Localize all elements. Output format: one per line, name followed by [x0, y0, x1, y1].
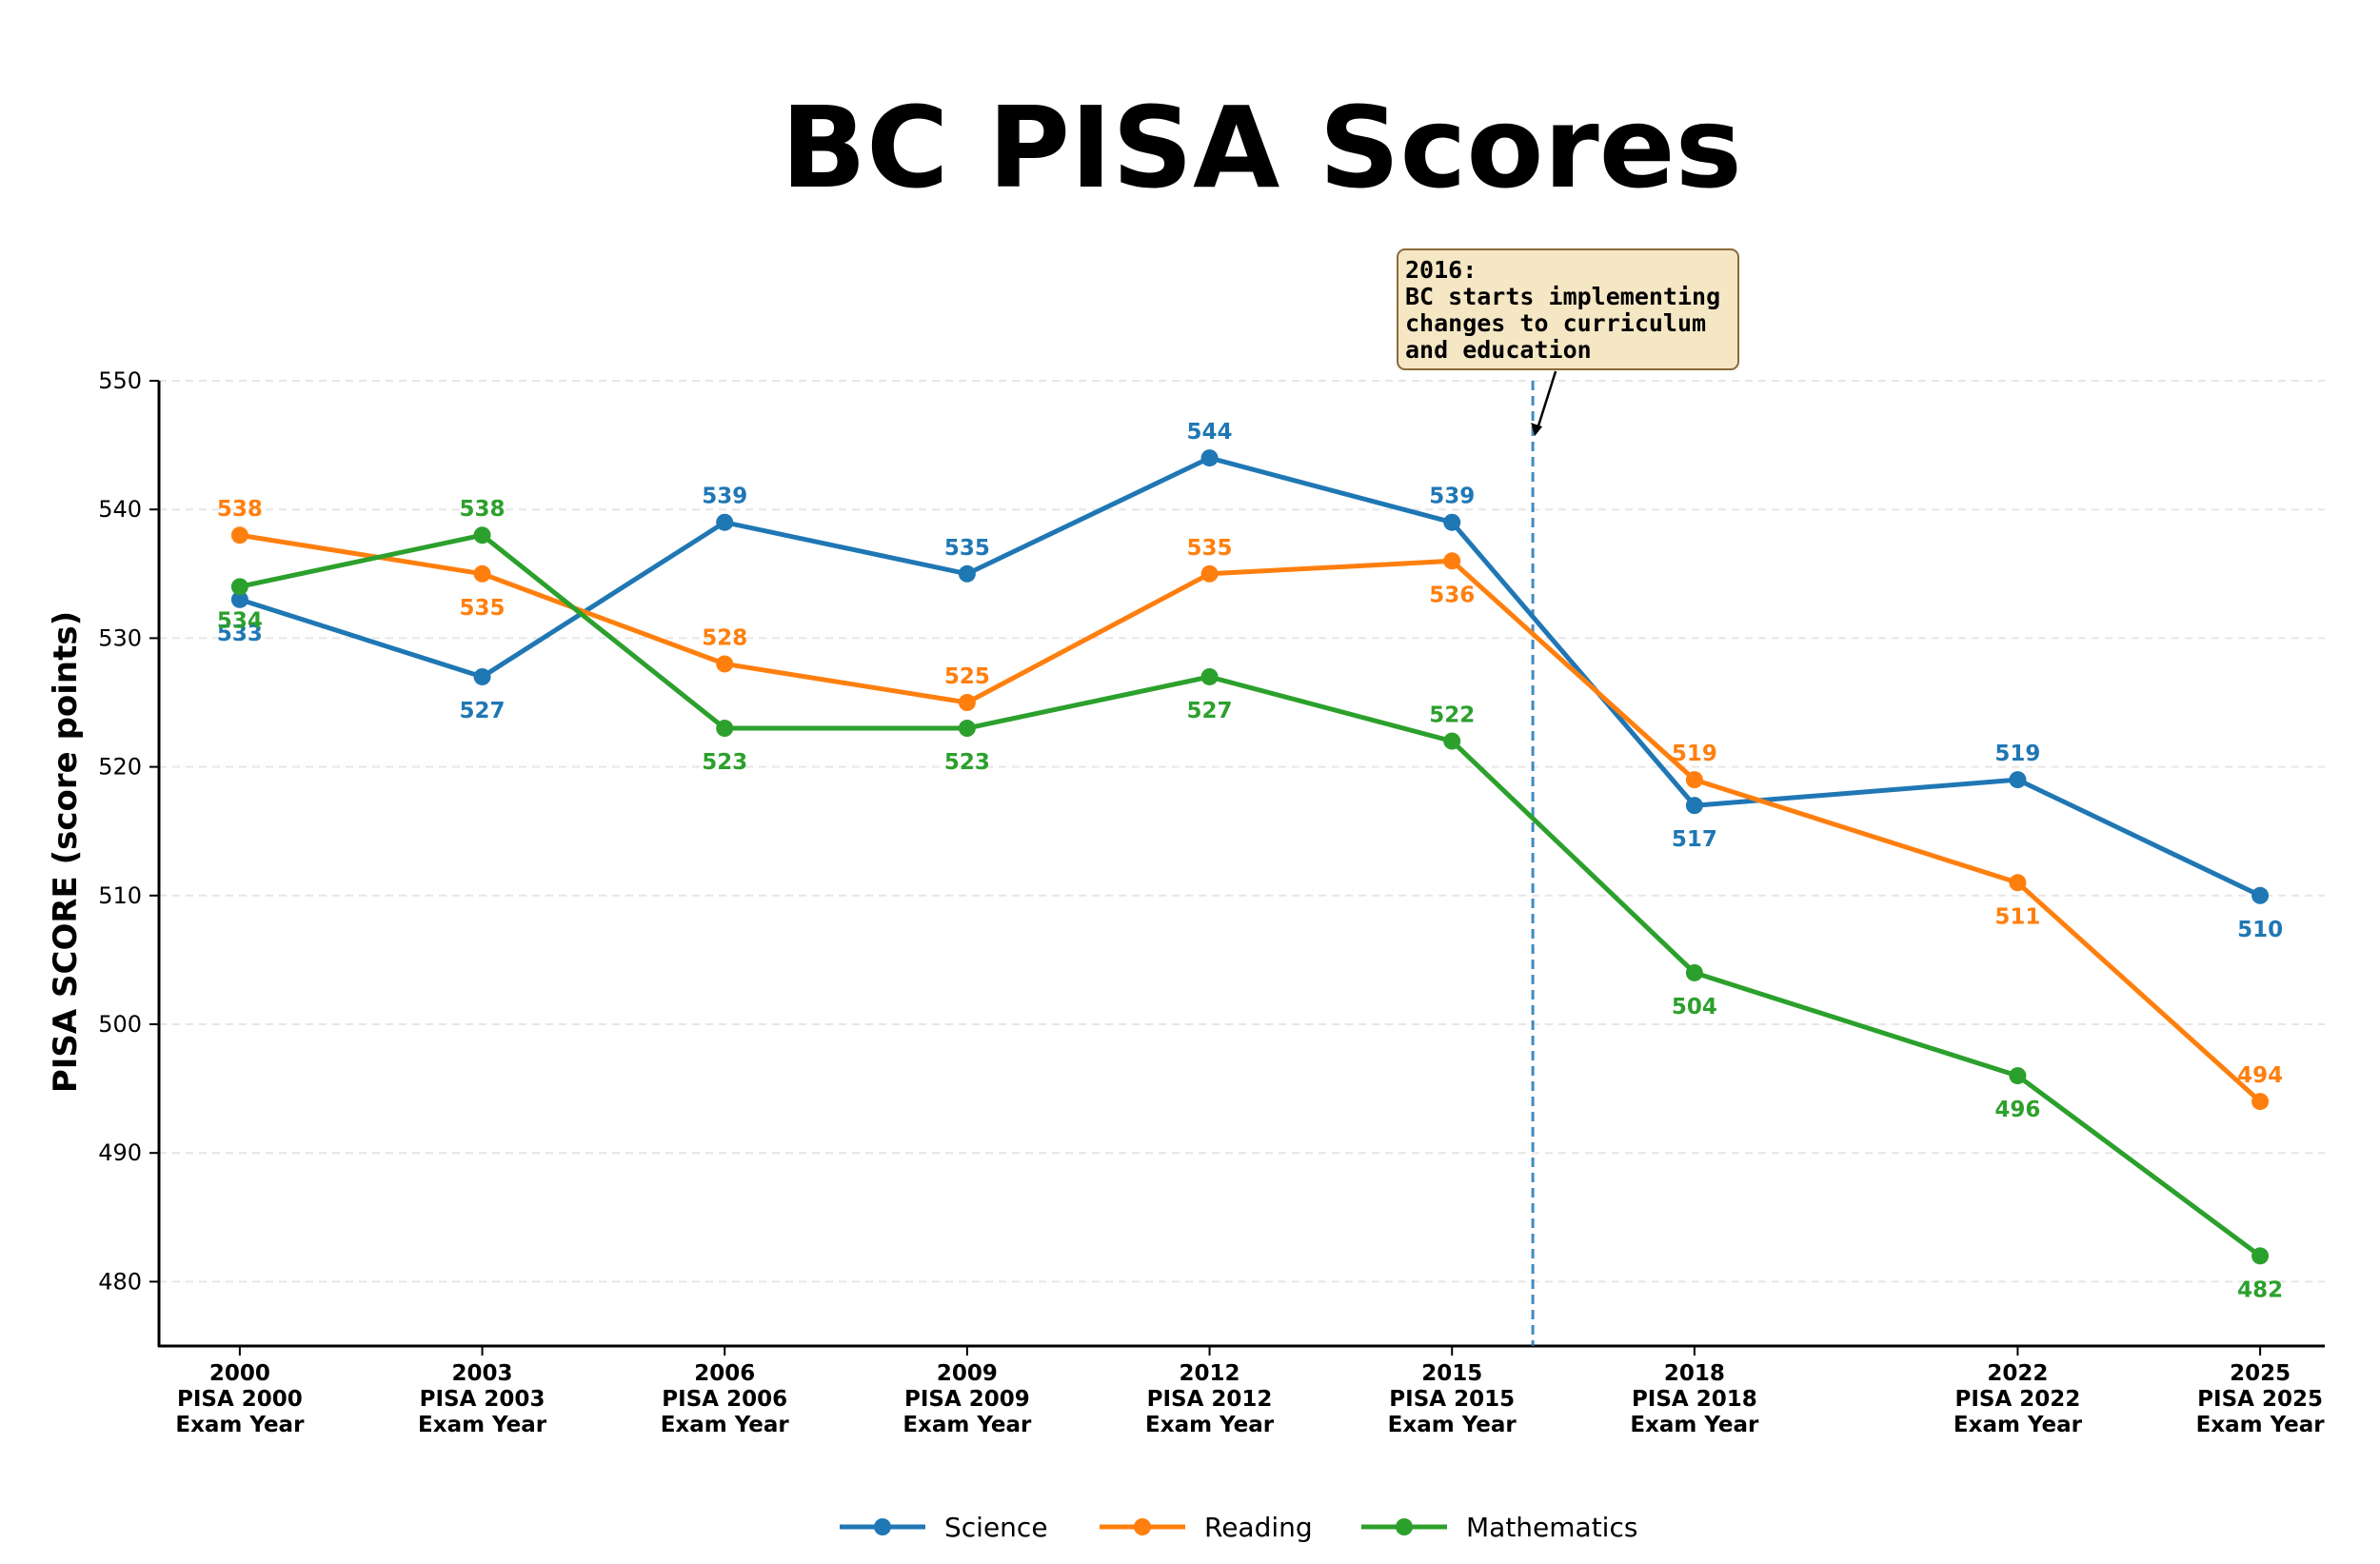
data-label: 519	[1672, 742, 1717, 766]
data-point	[2251, 1247, 2270, 1265]
data-label: 511	[1994, 904, 2040, 929]
annotation-arrowhead	[1531, 423, 1543, 437]
data-label: 519	[1994, 742, 2040, 766]
data-point	[2009, 874, 2027, 892]
x-tick-label: 2025 PISA 2025 Exam Year	[2196, 1361, 2326, 1437]
y-tick-label: 520	[98, 754, 142, 781]
data-label: 535	[460, 596, 506, 621]
annotation-arrow	[1536, 370, 1557, 429]
y-tick-label: 550	[98, 367, 142, 394]
annotation: 2016: BC starts implementing changes to cu…	[1397, 248, 1739, 437]
data-label: 504	[1672, 995, 1717, 1020]
data-label: 544	[1187, 420, 1233, 445]
data-label: 539	[1429, 485, 1475, 509]
data-point	[473, 564, 491, 583]
chart-title: BC PISA Scores	[781, 82, 1742, 213]
data-label: 539	[702, 485, 747, 509]
y-tick-label: 530	[98, 624, 142, 651]
legend-marker	[1396, 1518, 1413, 1535]
data-point	[2009, 1067, 2027, 1085]
x-tick-label: 2006 PISA 2006 Exam Year	[661, 1361, 790, 1437]
data-label: 525	[944, 664, 990, 689]
legend-label: Science	[944, 1512, 1048, 1543]
data-label: 528	[702, 625, 747, 650]
data-point	[1443, 552, 1461, 570]
data-point	[230, 578, 248, 596]
data-label: 523	[702, 750, 747, 775]
data-label: 496	[1994, 1098, 2040, 1122]
legend-marker	[1134, 1518, 1151, 1535]
data-point	[2251, 1093, 2270, 1111]
data-label: 517	[1672, 827, 1717, 852]
x-axis-ticks: 2000 PISA 2000 Exam Year 2003 PISA 2003 Exam …	[175, 1346, 2325, 1437]
data-point	[1685, 797, 1703, 815]
data-point	[2251, 886, 2270, 904]
y-axis-ticks: 480 490 500 510 520 530 540 550	[98, 367, 159, 1295]
data-point	[1443, 732, 1461, 750]
data-label: 527	[1187, 699, 1233, 723]
y-tick-label: 490	[98, 1139, 142, 1166]
series-line	[239, 532, 2262, 1103]
data-point	[1443, 513, 1461, 531]
data-label: 535	[944, 536, 990, 561]
x-tick-label: 2009 PISA 2009 Exam Year	[902, 1361, 1032, 1437]
series	[230, 449, 2270, 1265]
data-point	[473, 526, 491, 544]
x-tick-label: 2012 PISA 2012 Exam Year	[1145, 1361, 1275, 1437]
annotation-text: 2016: BC starts implementing changes to cu…	[1405, 256, 1720, 364]
x-tick-label: 2000 PISA 2000 Exam Year	[175, 1361, 305, 1437]
data-label: 533	[217, 622, 263, 646]
y-tick-label: 480	[98, 1268, 142, 1295]
data-point	[1200, 449, 1219, 467]
axes	[157, 381, 2325, 1348]
legend: Science Reading Mathematics	[840, 1512, 1637, 1543]
data-label: 535	[1187, 536, 1233, 561]
data-label: 482	[2237, 1277, 2283, 1302]
data-label: 538	[460, 497, 506, 522]
data-point	[958, 564, 976, 583]
data-label: 534	[217, 608, 263, 633]
data-point	[2009, 771, 2027, 789]
x-tick-label: 2003 PISA 2003 Exam Year	[418, 1361, 547, 1437]
series-line	[239, 532, 2262, 1258]
legend-marker	[874, 1518, 891, 1535]
data-point	[716, 655, 734, 673]
data-label: 536	[1429, 583, 1475, 607]
data-point	[716, 720, 734, 738]
y-tick-label: 540	[98, 496, 142, 523]
x-tick-label: 2018 PISA 2018 Exam Year	[1630, 1361, 1759, 1437]
data-label: 527	[460, 699, 506, 723]
y-tick-label: 510	[98, 882, 142, 909]
x-tick-label: 2015 PISA 2015 Exam Year	[1388, 1361, 1517, 1437]
legend-label: Reading	[1204, 1512, 1313, 1543]
data-point	[230, 590, 248, 608]
data-labels: 533 527 539 535 544 539 517 519 510 538 535 528 525 5…	[217, 420, 2283, 1302]
y-tick-label: 500	[98, 1011, 142, 1038]
data-point	[230, 526, 248, 544]
data-label: 538	[217, 497, 263, 522]
grid	[159, 380, 2325, 1283]
annotation-box	[1397, 248, 1739, 370]
data-label: 494	[2237, 1063, 2283, 1088]
data-point	[1685, 771, 1703, 789]
data-point	[1685, 963, 1703, 981]
data-point	[716, 513, 734, 531]
legend-label: Mathematics	[1466, 1512, 1637, 1543]
x-tick-label: 2022 PISA 2022 Exam Year	[1954, 1361, 2083, 1437]
data-point	[473, 667, 491, 685]
data-point	[958, 720, 976, 738]
series-line	[239, 455, 2262, 899]
y-axis-title: PISA SCORE (score points)	[47, 611, 85, 1093]
data-point	[1200, 667, 1219, 685]
data-point	[1200, 564, 1219, 583]
data-point	[958, 694, 976, 711]
data-label: 522	[1429, 703, 1475, 728]
data-label: 523	[944, 750, 990, 775]
data-label: 510	[2237, 918, 2283, 942]
